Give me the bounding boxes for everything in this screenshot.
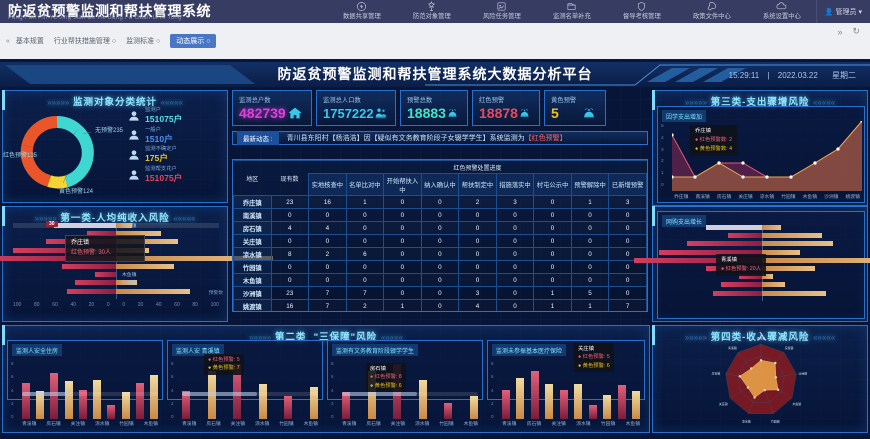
svg-text:青溪镇: 青溪镇 bbox=[728, 345, 737, 350]
svg-text:黄色预警124: 黄色预警124 bbox=[59, 187, 94, 195]
svg-text:凉水镇: 凉水镇 bbox=[742, 418, 751, 423]
svg-text:凉渡镇: 凉渡镇 bbox=[785, 345, 794, 350]
svg-text:沙洲镇: 沙洲镇 bbox=[799, 370, 808, 375]
svg-text:乔庄镇: 乔庄镇 bbox=[757, 336, 766, 341]
svg-text:关庄镇: 关庄镇 bbox=[719, 401, 728, 406]
svg-text:竹园镇: 竹园镇 bbox=[771, 418, 780, 423]
svg-text:房石镇: 房石镇 bbox=[712, 370, 721, 375]
svg-text:无预警235: 无预警235 bbox=[95, 126, 124, 134]
svg-text:木鱼镇: 木鱼镇 bbox=[793, 401, 802, 406]
